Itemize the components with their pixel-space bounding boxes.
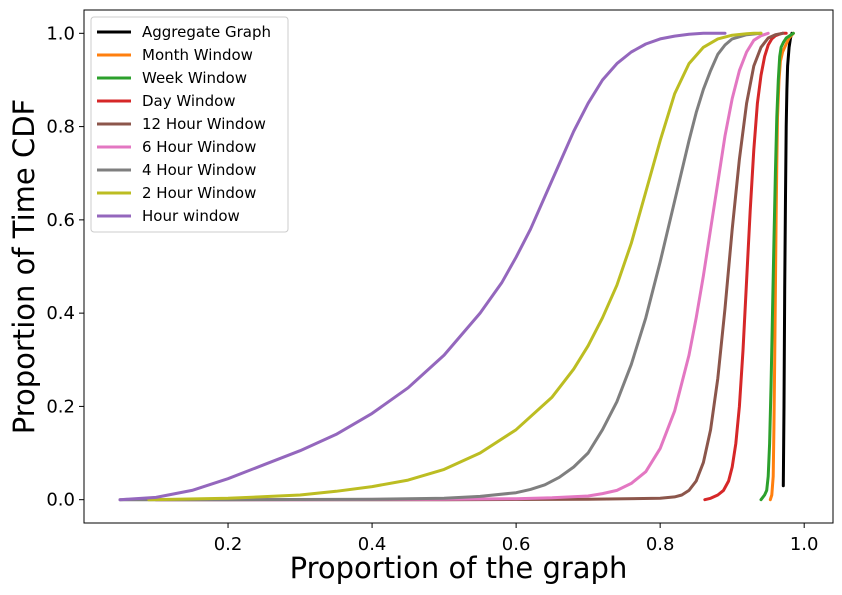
- legend-entry-label: Month Window: [142, 46, 253, 64]
- plot-area-frame: [83, 9, 834, 524]
- y-axis-ticks: 0.0 0.2 0.4 0.6 0.8 1.0: [46, 23, 84, 511]
- legend-entry-label: 6 Hour Window: [142, 138, 256, 156]
- series-line-6: [118, 31, 763, 502]
- y-tick-label: 0.4: [46, 303, 75, 324]
- y-axis-label: Proportion of Time CDF: [7, 99, 41, 434]
- legend-entry-label: Week Window: [142, 69, 247, 87]
- y-tick-label: 1.0: [46, 23, 75, 44]
- legend-entry-label: Aggregate Graph: [142, 23, 271, 41]
- x-tick-label: 0.6: [502, 534, 531, 555]
- y-tick-label: 0.0: [46, 490, 75, 511]
- legend: Aggregate Graph Month Window Week Window Da…: [90, 16, 289, 233]
- series-line-8: [118, 31, 727, 502]
- series-line-7: [147, 31, 763, 502]
- x-tick-label: 0.4: [358, 534, 387, 555]
- x-tick-label: 0.8: [646, 534, 675, 555]
- legend-entry-label: 4 Hour Window: [142, 161, 256, 179]
- y-tick-label: 0.2: [46, 396, 75, 417]
- series-line-0: [781, 31, 794, 488]
- legend-entry-label: 2 Hour Window: [142, 184, 256, 202]
- series-line-2: [759, 31, 795, 502]
- legend-entry-label: 12 Hour Window: [142, 115, 266, 133]
- legend-entry-label: Hour window: [142, 207, 240, 225]
- legend-entry-label: Day Window: [142, 92, 236, 110]
- x-tick-label: 0.2: [214, 534, 243, 555]
- series-line-4: [154, 31, 785, 502]
- legend-box: [90, 16, 289, 233]
- y-tick-label: 0.8: [46, 117, 75, 138]
- x-axis-ticks: 0.2 0.4 0.6 0.8 1.0: [214, 523, 819, 555]
- series-line-5: [154, 31, 770, 502]
- x-axis-label: Proportion of the graph: [290, 551, 628, 585]
- y-tick-label: 0.6: [46, 210, 75, 231]
- series-lines: [118, 31, 795, 502]
- x-tick-label: 1.0: [790, 534, 819, 555]
